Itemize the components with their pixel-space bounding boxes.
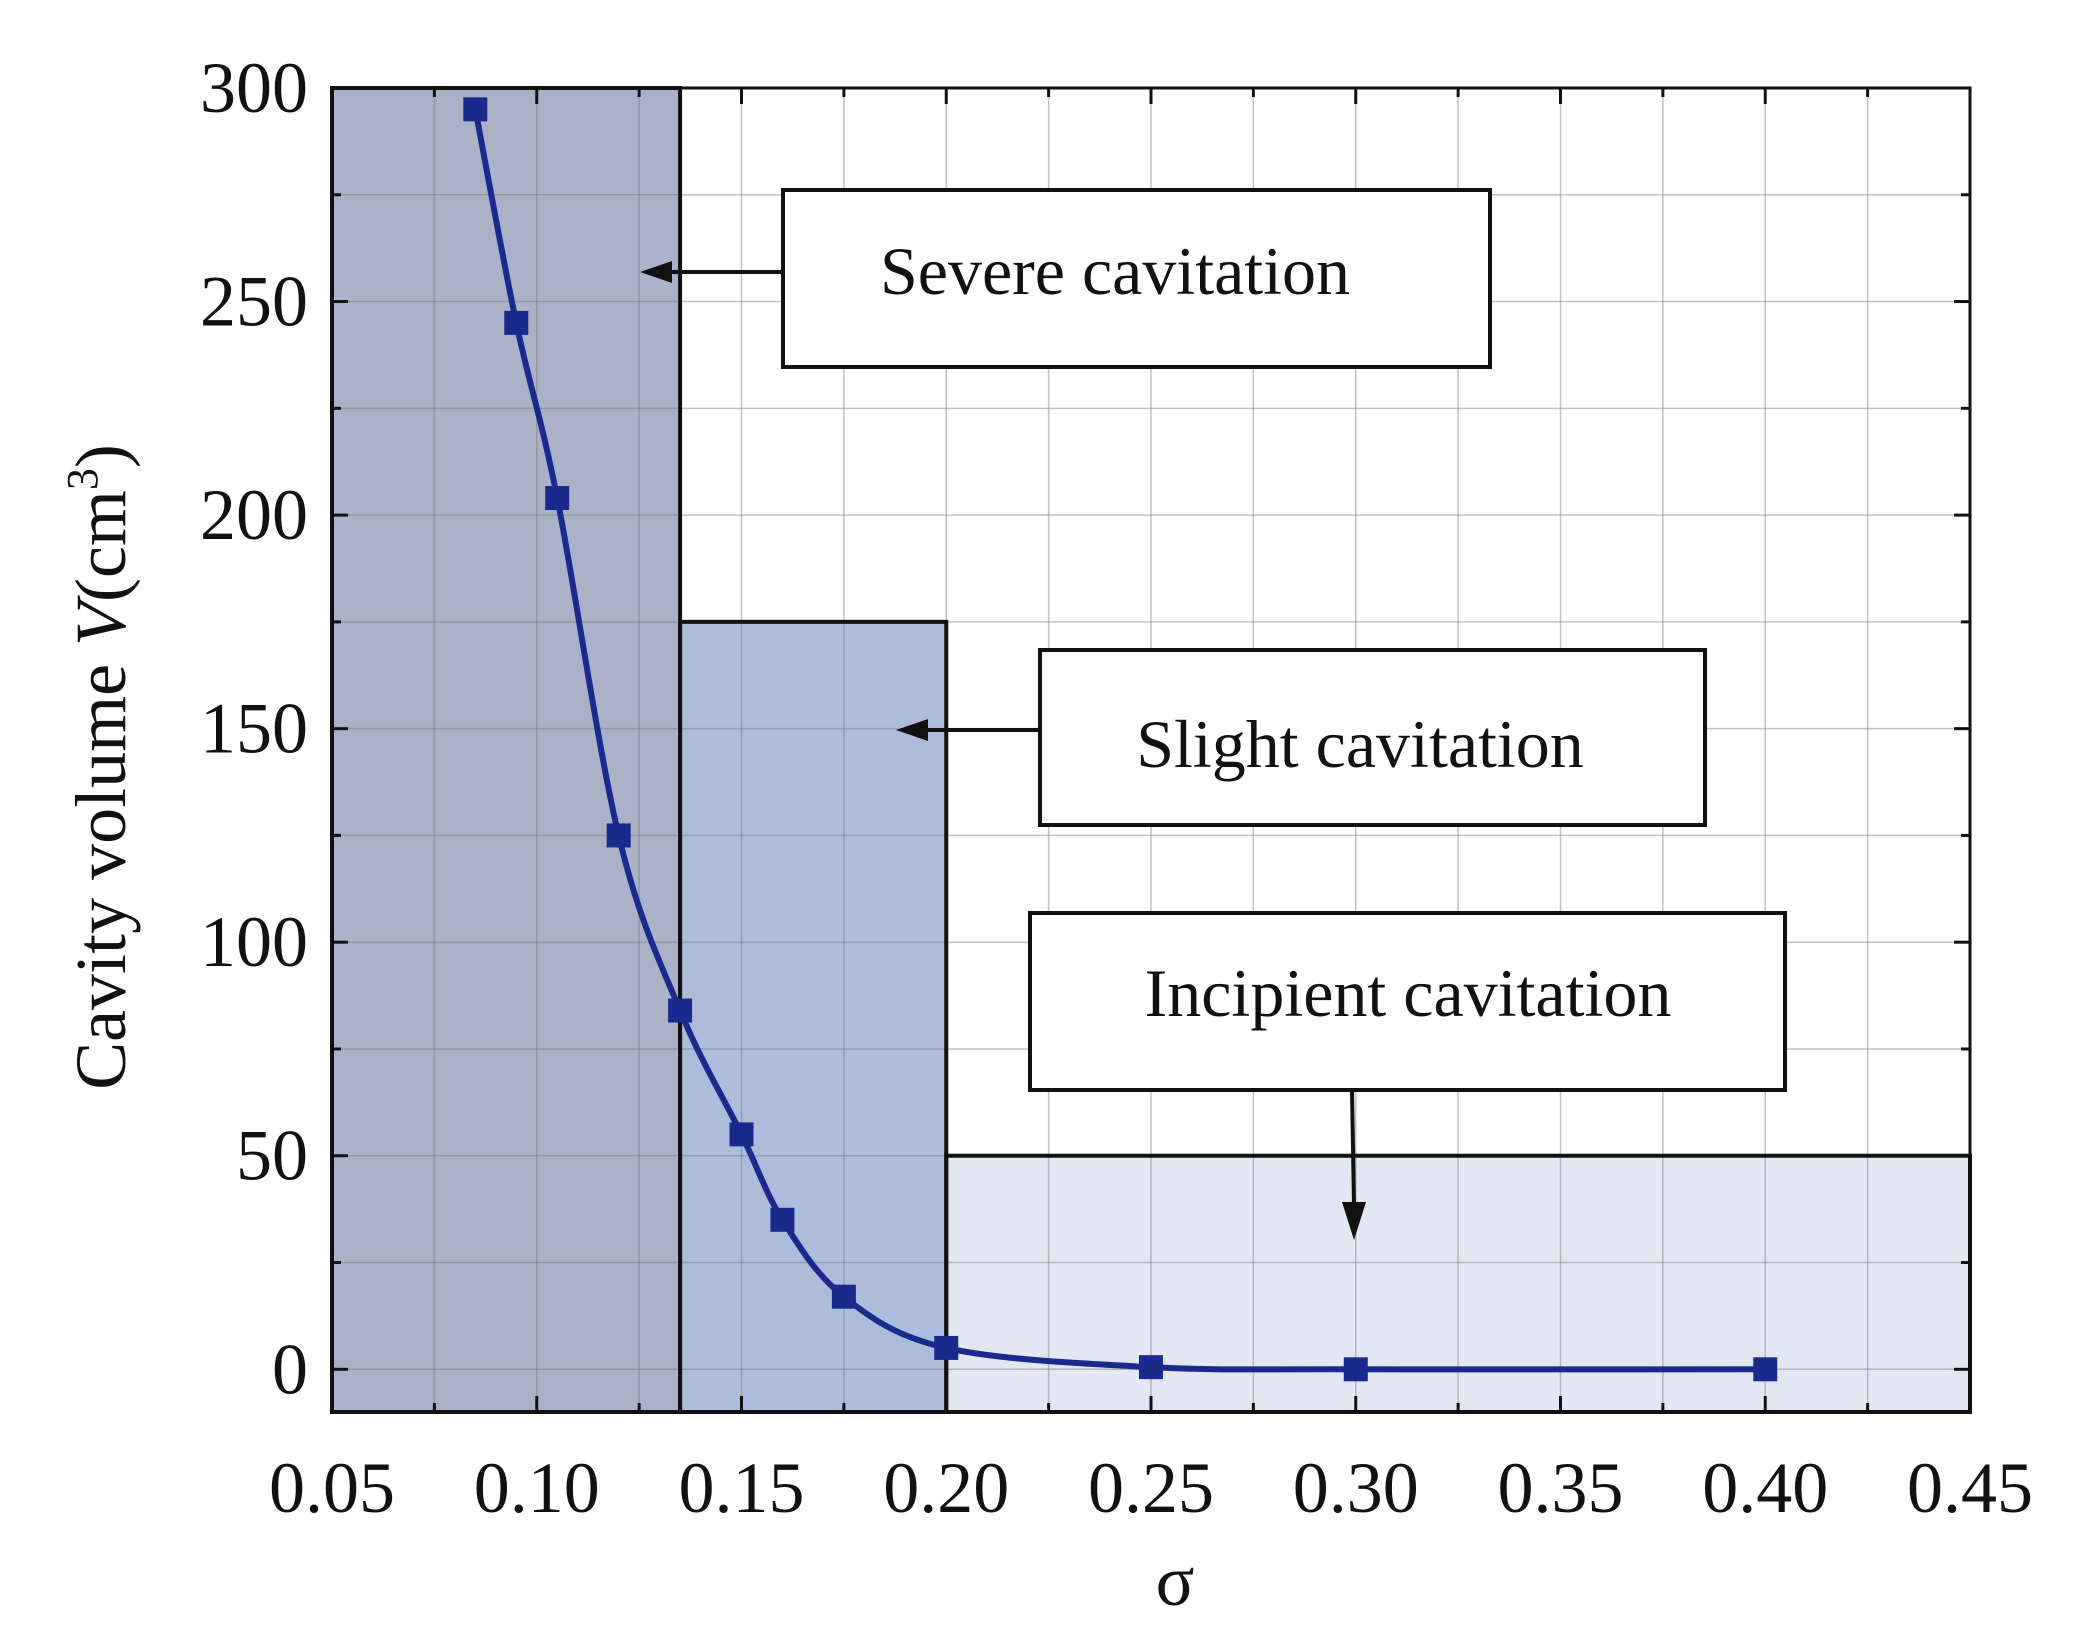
annotation-slight: Slight cavitation — [896, 648, 1707, 827]
x-tick-label: 0.20 — [883, 1448, 1009, 1528]
x-tick-label: 0.25 — [1088, 1448, 1214, 1528]
axis-ticks — [330, 86, 1972, 1412]
data-series — [463, 97, 1778, 1382]
data-point — [831, 1284, 856, 1309]
annotation-incipient-text: Incipient cavitation — [1145, 955, 1672, 1031]
x-tick-label: 0.30 — [1293, 1448, 1419, 1528]
annotation-incipient-arrow-line — [1350, 1089, 1356, 1206]
y-axis-label-prefix: Cavity volume — [61, 646, 141, 1090]
x-tick-label: 0.15 — [679, 1448, 805, 1528]
data-point — [545, 486, 570, 511]
y-axis-label-unit-exponent: 3 — [58, 468, 107, 490]
region-0 — [332, 88, 681, 1412]
data-point — [934, 1335, 959, 1360]
y-tick-label: 150 — [200, 689, 308, 769]
x-tick-labels: 0.05 0.10 0.15 0.20 0.25 0.30 0.35 0.40 0.45 — [269, 1448, 2033, 1528]
data-point — [504, 310, 529, 335]
x-tick-label: 0.10 — [474, 1448, 600, 1528]
annotation-slight-text: Slight cavitation — [1136, 706, 1584, 782]
data-point — [668, 998, 693, 1023]
y-tick-label: 250 — [200, 262, 308, 342]
y-tick-label: 50 — [236, 1116, 308, 1196]
y-axis-label-unit-close: ) — [61, 444, 141, 468]
y-axis-label-variable: V — [61, 595, 141, 646]
annotation-slight-arrow-head — [896, 719, 928, 741]
annotation-severe-arrow-head — [640, 261, 672, 283]
y-axis-label-unit-open: (cm — [61, 490, 141, 602]
annotation-slight-box — [1038, 648, 1707, 827]
data-point — [1753, 1357, 1778, 1382]
y-tick-label: 100 — [200, 902, 308, 982]
data-point — [606, 823, 631, 848]
annotation-incipient-arrow-head — [1342, 1202, 1366, 1240]
data-point — [770, 1207, 795, 1232]
x-axis-label: σ — [1156, 1541, 1195, 1621]
annotation-incipient-box — [1028, 911, 1787, 1092]
cavitation-regions — [332, 88, 1970, 1412]
y-tick-label: 300 — [200, 48, 308, 128]
annotation-severe: Severe cavitation — [640, 188, 1492, 369]
x-tick-label: 0.40 — [1702, 1448, 1828, 1528]
annotation-incipient: Incipient cavitation — [1028, 911, 1787, 1240]
data-point — [463, 97, 488, 122]
series-line-0 — [472, 108, 1766, 1373]
annotation-severe-box — [781, 188, 1492, 369]
x-tick-label: 0.05 — [269, 1448, 395, 1528]
y-tick-labels: 0 50 100 150 200 250 300 — [200, 48, 308, 1409]
data-point — [1139, 1355, 1163, 1380]
data-point — [1343, 1357, 1368, 1382]
x-tick-label: 0.35 — [1498, 1448, 1624, 1528]
x-tick-label: 0.45 — [1907, 1448, 2033, 1528]
region-1 — [680, 621, 947, 1412]
y-axis-label: Cavity volume V(cm3) — [58, 444, 141, 1090]
y-tick-label: 0 — [272, 1329, 308, 1409]
data-point — [729, 1122, 754, 1147]
y-tick-label: 200 — [200, 475, 308, 555]
annotation-severe-text: Severe cavitation — [880, 233, 1350, 309]
